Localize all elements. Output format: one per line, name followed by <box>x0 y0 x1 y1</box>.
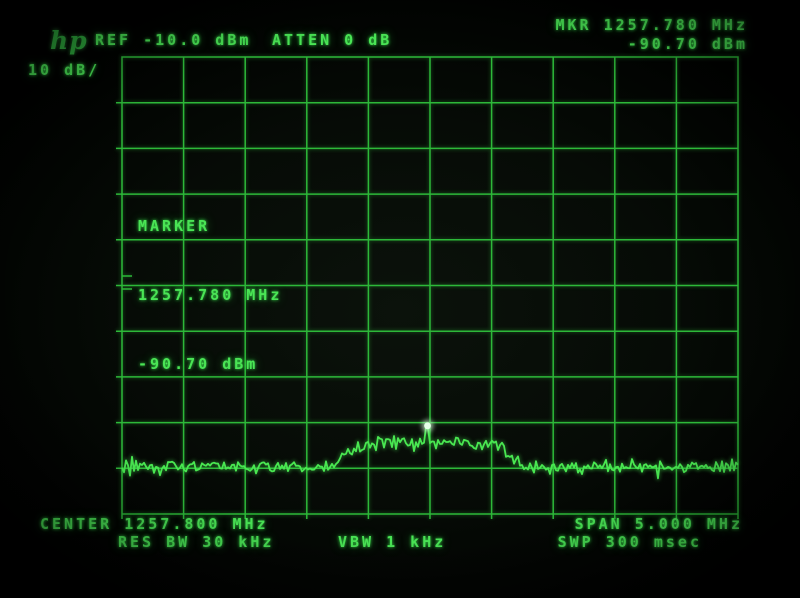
video-bw-readout: VBW 1 kHz <box>338 533 447 551</box>
marker-freq-readout: MKR 1257.780 MHz <box>555 16 748 34</box>
marker-dot <box>424 422 431 430</box>
res-bw-readout: RES BW 30 kHz <box>118 533 275 551</box>
hp-logo: hp <box>50 26 88 55</box>
span-readout: SPAN 5.000 MHz <box>574 515 743 533</box>
marker-annotation: MARKER 1257.780 MHz -90.70 dBm <box>138 169 282 422</box>
marker-level-readout: -90.70 dBm <box>627 35 748 53</box>
ref-level-readout: REF -10.0 dBm <box>95 31 252 49</box>
center-freq-readout: CENTER 1257.800 MHz <box>40 515 269 533</box>
marker-annotation-ampl: -90.70 dBm <box>138 355 259 373</box>
attenuation-readout: ATTEN 0 dB <box>272 31 393 49</box>
marker-annotation-title: MARKER <box>138 217 211 235</box>
scale-per-div-readout: 10 dB/ <box>28 61 101 79</box>
marker-annotation-freq: 1257.780 MHz <box>138 286 283 304</box>
sweep-time-readout: SWP 300 msec <box>557 533 702 551</box>
